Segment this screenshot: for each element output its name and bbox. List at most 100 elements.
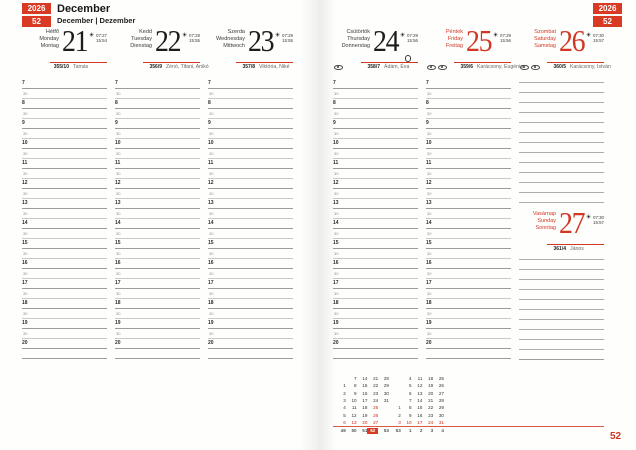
holiday-marker-icon	[438, 64, 447, 70]
half-hour-line	[208, 338, 293, 339]
day-names: Péntek Friday Freitag	[426, 29, 463, 50]
hour-line	[22, 108, 107, 109]
hour-line	[208, 268, 293, 269]
half-hour-line	[115, 198, 200, 199]
half-hour-line	[208, 158, 293, 159]
hour-line	[115, 228, 200, 229]
hour-line	[115, 248, 200, 249]
half-hour-label: 30	[427, 210, 432, 216]
sun-times: 07:29 15:56	[500, 33, 511, 44]
closing-line	[22, 358, 107, 359]
minical-date: 27	[438, 390, 444, 396]
schedule-line	[519, 309, 604, 310]
name-days: Karácsony, István	[570, 64, 611, 70]
minical-date: 28	[383, 376, 389, 381]
hour-line	[115, 128, 200, 129]
sun-times: 07:29 15:55	[282, 33, 293, 44]
minical-date: 13	[351, 419, 357, 425]
minical-date: 5	[409, 383, 412, 389]
schedule-line	[519, 289, 604, 290]
minical-date: 19	[362, 412, 368, 418]
sunrise-time: 07:27	[96, 33, 107, 38]
minical-date: 21	[428, 397, 434, 403]
schedule-line	[519, 279, 604, 280]
half-hour-line	[333, 118, 418, 119]
minical-date: 8	[409, 405, 412, 411]
schedule-line	[519, 329, 604, 330]
hour-label: 14	[115, 220, 121, 226]
minical-date: 2	[398, 412, 401, 418]
name-days: Karácsony, Eugénia	[477, 64, 524, 70]
hour-label: 13	[333, 200, 339, 206]
day-names: Szombat Saturday Samstag	[519, 29, 556, 50]
half-hour-line	[208, 98, 293, 99]
minical-date: 28	[438, 397, 444, 403]
hour-line	[426, 268, 511, 269]
hour-line	[22, 188, 107, 189]
hour-line	[115, 308, 200, 309]
day-header-24: Csütörtök Thursday Donnerstag 24 ☀ 07:29 15:56…	[333, 25, 418, 74]
hour-line	[426, 188, 511, 189]
hour-label: 7	[208, 80, 211, 86]
half-hour-label: 30	[116, 250, 121, 256]
sunset-time: 15:57	[593, 220, 604, 226]
hour-line	[426, 348, 511, 349]
hour-line	[115, 148, 200, 149]
minical-date: 7	[409, 397, 412, 403]
half-hour-label: 30	[334, 330, 339, 336]
half-hour-label: 30	[209, 330, 214, 336]
minical-date: 2	[343, 390, 346, 396]
hour-label: 20	[115, 340, 121, 346]
half-hour-line	[115, 298, 200, 299]
sun-block: ☀ 07:27 15:54	[89, 32, 107, 44]
sun-block: ☀ 07:30 15:57	[586, 214, 604, 226]
hour-label: 18	[115, 300, 121, 306]
header-rule	[547, 61, 604, 63]
sunset-time: 15:57	[593, 38, 604, 44]
half-hour-label: 30	[427, 310, 432, 316]
minical-date: 9	[409, 412, 412, 418]
half-hour-label: 30	[209, 290, 214, 296]
hour-label: 15	[208, 240, 214, 246]
hour-line	[426, 108, 511, 109]
half-hour-line	[426, 98, 511, 99]
minical-date: 16	[417, 412, 423, 418]
half-hour-label: 30	[427, 190, 432, 196]
hour-line	[426, 308, 511, 309]
hour-line	[115, 108, 200, 109]
day-header-26: Szombat Saturday Samstag 26 ☀ 07:30 15:57 360/5…	[519, 25, 611, 74]
day-name: Montag	[40, 42, 59, 49]
minical-date: 24	[373, 397, 379, 403]
hour-label: 17	[208, 280, 214, 286]
hour-label: 16	[426, 260, 432, 266]
minical-week-number: 51	[362, 427, 368, 433]
hour-label: 8	[22, 100, 25, 106]
week-number-badge: 52	[593, 15, 622, 27]
hour-line	[426, 248, 511, 249]
hour-label: 18	[426, 300, 432, 306]
minical-date: 22	[373, 383, 379, 389]
hour-label: 11	[333, 160, 339, 166]
sun-block: ☀ 07:28 15:55	[182, 32, 200, 44]
minical-date: 29	[383, 383, 389, 389]
hour-label: 16	[333, 260, 339, 266]
big-date: 23	[248, 23, 275, 58]
half-hour-label: 30	[23, 250, 28, 256]
hour-line	[208, 248, 293, 249]
hour-line	[22, 148, 107, 149]
minical-week-number: 49	[340, 427, 346, 433]
half-hour-label: 30	[209, 150, 214, 156]
half-hour-label: 30	[23, 150, 28, 156]
half-hour-line	[208, 138, 293, 139]
minical-date: 25	[438, 376, 444, 381]
schedule-line	[519, 102, 604, 103]
day-of-year: 361/4	[553, 245, 566, 252]
day-header-25: Péntek Friday Freitag 25 ☀ 07:29 15:56 359/6 Kar…	[426, 25, 523, 74]
half-hour-label: 30	[427, 110, 432, 116]
half-hour-line	[333, 278, 418, 279]
schedule-line	[519, 202, 604, 203]
hour-label: 8	[333, 100, 336, 106]
hour-label: 10	[115, 140, 121, 146]
holiday-marker-icon	[427, 64, 436, 70]
half-hour-label: 30	[209, 210, 214, 216]
